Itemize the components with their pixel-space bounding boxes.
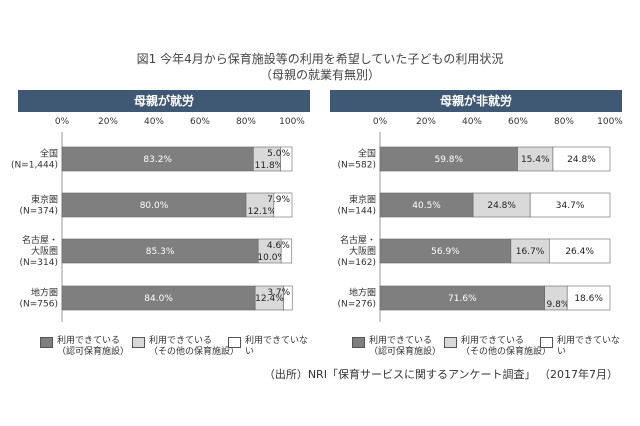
category-label: (N=144) xyxy=(338,207,376,217)
category-label: 東京圏 xyxy=(31,194,58,206)
legend-item-none: 利用できていない xyxy=(540,336,622,358)
left-panel-header: 母親が就労 xyxy=(18,90,310,112)
bar-segment xyxy=(280,238,293,264)
category-label: (N=756) xyxy=(20,300,58,310)
data-label: 83.2% xyxy=(143,155,172,165)
data-label: 34.7% xyxy=(556,201,585,211)
category-label: (N=374) xyxy=(20,207,58,217)
data-label: 85.3% xyxy=(146,247,175,257)
legend-item-other: 利用できている （その他の保育施設） xyxy=(444,336,551,358)
legend-label: 利用できていない xyxy=(245,336,309,357)
data-label: 18.6% xyxy=(574,294,603,304)
bar-segment xyxy=(529,192,611,218)
data-label: 56.9% xyxy=(431,247,460,257)
legend-swatch-dark-gray xyxy=(40,337,53,348)
data-label: 15.4% xyxy=(521,155,550,165)
bar-segment xyxy=(61,192,247,218)
bar-segment xyxy=(283,285,293,311)
bar-segment xyxy=(472,192,531,218)
x-tick-label: 20% xyxy=(416,117,436,127)
x-tick-label: 20% xyxy=(98,117,118,127)
category-label: 全国 xyxy=(358,148,376,160)
data-label: 71.6% xyxy=(448,294,477,304)
bar-segment xyxy=(379,192,474,218)
data-label: 3.7% xyxy=(267,288,290,298)
x-tick-label: 100% xyxy=(597,117,623,127)
x-tick-label: 40% xyxy=(462,117,482,127)
x-tick-label: 60% xyxy=(190,117,210,127)
chart-subtitle: （母親の就業有無別） xyxy=(259,68,380,82)
category-label: 名古屋・ xyxy=(340,234,376,246)
bar-segment xyxy=(548,238,611,264)
data-label: 4.6% xyxy=(267,241,290,251)
data-label: 24.8% xyxy=(487,201,516,211)
category-label: 地方圏 xyxy=(349,287,376,299)
data-label: 16.7% xyxy=(516,247,545,257)
bar-segment xyxy=(517,146,554,172)
category-label: (N=314) xyxy=(20,258,58,268)
bar-segment xyxy=(566,285,611,311)
x-tick-label: 40% xyxy=(144,117,164,127)
data-label: 10.0% xyxy=(257,253,286,263)
legend-swatch-dark-gray xyxy=(352,337,365,348)
bar-segment xyxy=(253,146,281,172)
bar-segment xyxy=(245,192,275,218)
category-label: 地方圏 xyxy=(31,287,58,299)
legend-item-ninka: 利用できている （認可保育施設） xyxy=(40,336,129,358)
bar-segment xyxy=(510,238,550,264)
data-label: 84.0% xyxy=(144,294,173,304)
legend-swatch-light-gray xyxy=(132,337,145,348)
bar-segment xyxy=(273,192,293,218)
legend-swatch-white xyxy=(540,337,553,348)
x-tick-label: 80% xyxy=(554,117,574,127)
category-label: (N=162) xyxy=(338,258,376,268)
data-label: 12.1% xyxy=(248,207,277,217)
x-tick-label: 100% xyxy=(279,117,305,127)
legend-label: 利用できている （その他の保育施設） xyxy=(149,336,240,357)
bar-segment xyxy=(254,285,285,311)
bar-segment xyxy=(379,146,518,172)
right-panel-header: 母親が非就労 xyxy=(330,90,622,112)
x-tick-label: 60% xyxy=(508,117,528,127)
legend-label: 利用できている （認可保育施設） xyxy=(57,336,130,357)
x-tick-label: 80% xyxy=(236,117,256,127)
chart-title: 図1 今年4月から保育施設等の利用を希望していた子どもの利用状況 xyxy=(136,52,504,66)
data-label: 7.9% xyxy=(267,195,290,205)
bar-segment xyxy=(280,146,293,172)
category-label: (N=582) xyxy=(338,161,376,171)
data-label: 80.0% xyxy=(140,201,169,211)
bar-segment xyxy=(552,146,611,172)
data-label: 11.8% xyxy=(255,161,284,171)
category-label: (N=1,444) xyxy=(11,161,58,171)
category-label: 大阪圏 xyxy=(31,245,58,257)
source-note: （出所）NRI「保育サービスに関するアンケート調査」 （2017年7月） xyxy=(263,368,618,381)
x-tick-label: 0% xyxy=(55,117,70,127)
data-label: 5.0% xyxy=(267,149,290,159)
data-label: 9.8% xyxy=(547,300,570,310)
data-label: 12.4% xyxy=(255,294,284,304)
data-label: 24.8% xyxy=(567,155,596,165)
data-label: 59.8% xyxy=(434,155,463,165)
category-label: 大阪圏 xyxy=(349,245,376,257)
legend-label: 利用できていない xyxy=(557,336,621,357)
category-label: 東京圏 xyxy=(349,194,376,206)
legend-item-ninka: 利用できている （認可保育施設） xyxy=(352,336,441,358)
bar-segment xyxy=(61,146,254,172)
legend-swatch-white xyxy=(228,337,241,348)
category-label: 名古屋・ xyxy=(22,234,58,246)
legend-label: 利用できている （認可保育施設） xyxy=(369,336,442,357)
x-tick-label: 0% xyxy=(373,117,388,127)
legend-label: 利用できている （その他の保育施設） xyxy=(461,336,552,357)
legend-swatch-light-gray xyxy=(444,337,457,348)
category-label: 全国 xyxy=(40,148,58,160)
data-label: 40.5% xyxy=(412,201,441,211)
legend-item-none: 利用できていない xyxy=(228,336,310,358)
legend-item-other: 利用できている （その他の保育施設） xyxy=(132,336,239,358)
bar-segment xyxy=(379,285,545,311)
data-label: 26.4% xyxy=(565,247,594,257)
category-label: (N=276) xyxy=(338,300,376,310)
